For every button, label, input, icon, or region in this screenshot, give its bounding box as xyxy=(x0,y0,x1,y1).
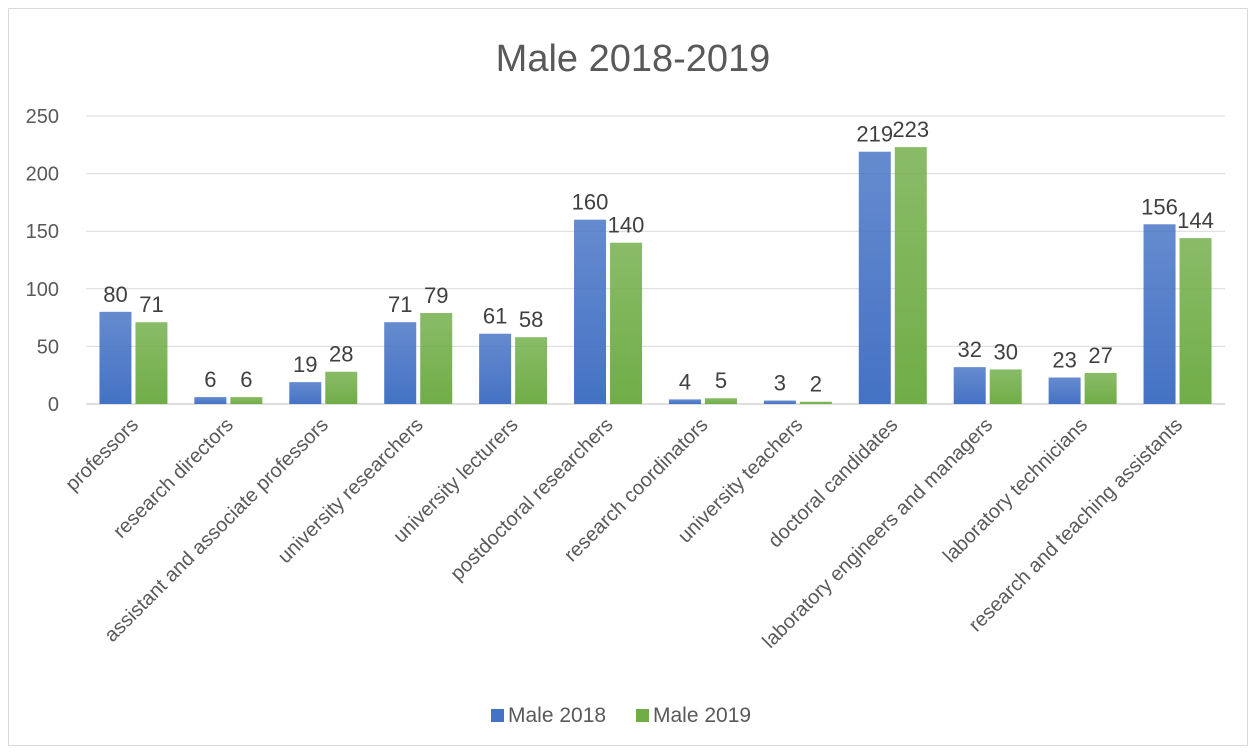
data-label: 6 xyxy=(204,367,216,392)
bar-male-2018 xyxy=(574,219,607,404)
bar-male-2018 xyxy=(384,322,417,404)
bar-male-2018 xyxy=(289,382,322,404)
bar-male-2019 xyxy=(989,369,1022,404)
data-label: 223 xyxy=(892,117,929,142)
legend: Male 2018 Male 2019 xyxy=(491,704,751,727)
bar-male-2019 xyxy=(515,337,548,404)
data-label: 19 xyxy=(293,352,317,377)
gridlines xyxy=(86,115,1225,405)
x-category-label: research and teaching assistants xyxy=(965,414,1187,636)
x-category-label: postdoctoral researchers xyxy=(446,414,617,585)
bar-male-2018 xyxy=(953,367,986,404)
chart-svg: Male 2018-2019 0 50 100 150 200 250 80 71 6 6 19 2… xyxy=(26,38,1225,727)
bar-male-2018 xyxy=(99,311,132,404)
legend-swatch xyxy=(636,709,649,722)
bar-male-2019 xyxy=(1179,238,1212,404)
bar-male-2018 xyxy=(1143,224,1176,404)
chart-frame: Male 2018-2019 0 50 100 150 200 250 80 71 6 6 19 2… xyxy=(8,8,1248,746)
bar-male-2019 xyxy=(610,242,643,404)
data-label: 71 xyxy=(139,292,163,317)
legend-label: Male 2019 xyxy=(653,704,751,727)
data-label: 79 xyxy=(424,283,448,308)
data-label: 160 xyxy=(572,190,609,215)
y-tick-label: 150 xyxy=(26,221,59,243)
bar-male-2018 xyxy=(194,397,227,404)
data-label: 71 xyxy=(388,292,412,317)
data-label: 58 xyxy=(519,307,543,332)
y-axis-ticks: 0 50 100 150 200 250 xyxy=(26,106,59,416)
y-tick-label: 100 xyxy=(26,279,59,301)
data-label: 5 xyxy=(715,368,727,393)
bar-male-2019 xyxy=(1084,372,1117,404)
bar-male-2018 xyxy=(479,333,512,404)
legend-label: Male 2018 xyxy=(508,704,606,727)
bar-male-2018 xyxy=(1048,377,1081,404)
data-label: 6 xyxy=(240,367,252,392)
data-label: 4 xyxy=(679,369,691,394)
y-tick-label: 50 xyxy=(37,336,59,358)
data-label: 144 xyxy=(1177,208,1214,233)
bar-male-2019 xyxy=(230,397,263,404)
y-tick-label: 200 xyxy=(26,164,59,186)
bar-male-2019 xyxy=(420,312,453,404)
data-label: 80 xyxy=(103,282,127,307)
data-label: 156 xyxy=(1141,194,1178,219)
data-label: 61 xyxy=(483,304,507,329)
data-label: 23 xyxy=(1052,348,1076,373)
bars-group xyxy=(99,147,1212,404)
data-label: 30 xyxy=(993,339,1017,364)
data-label: 140 xyxy=(608,213,645,238)
y-tick-label: 250 xyxy=(26,106,59,128)
bar-male-2019 xyxy=(704,398,737,404)
x-category-label: professors xyxy=(61,414,143,496)
chart-title: Male 2018-2019 xyxy=(496,38,771,80)
bar-male-2018 xyxy=(858,151,891,404)
data-label: 28 xyxy=(329,342,353,367)
bar-male-2018 xyxy=(763,400,796,404)
data-label: 2 xyxy=(810,372,822,397)
data-label: 3 xyxy=(774,371,786,396)
bar-male-2018 xyxy=(668,399,701,404)
bar-male-2019 xyxy=(325,371,358,404)
legend-swatch xyxy=(491,709,504,722)
bar-male-2019 xyxy=(135,322,168,404)
data-label: 219 xyxy=(856,122,893,147)
bar-male-2019 xyxy=(799,401,832,404)
data-label: 32 xyxy=(957,337,981,362)
y-tick-label: 0 xyxy=(48,394,59,416)
bar-male-2019 xyxy=(894,147,927,404)
data-label: 27 xyxy=(1088,343,1112,368)
